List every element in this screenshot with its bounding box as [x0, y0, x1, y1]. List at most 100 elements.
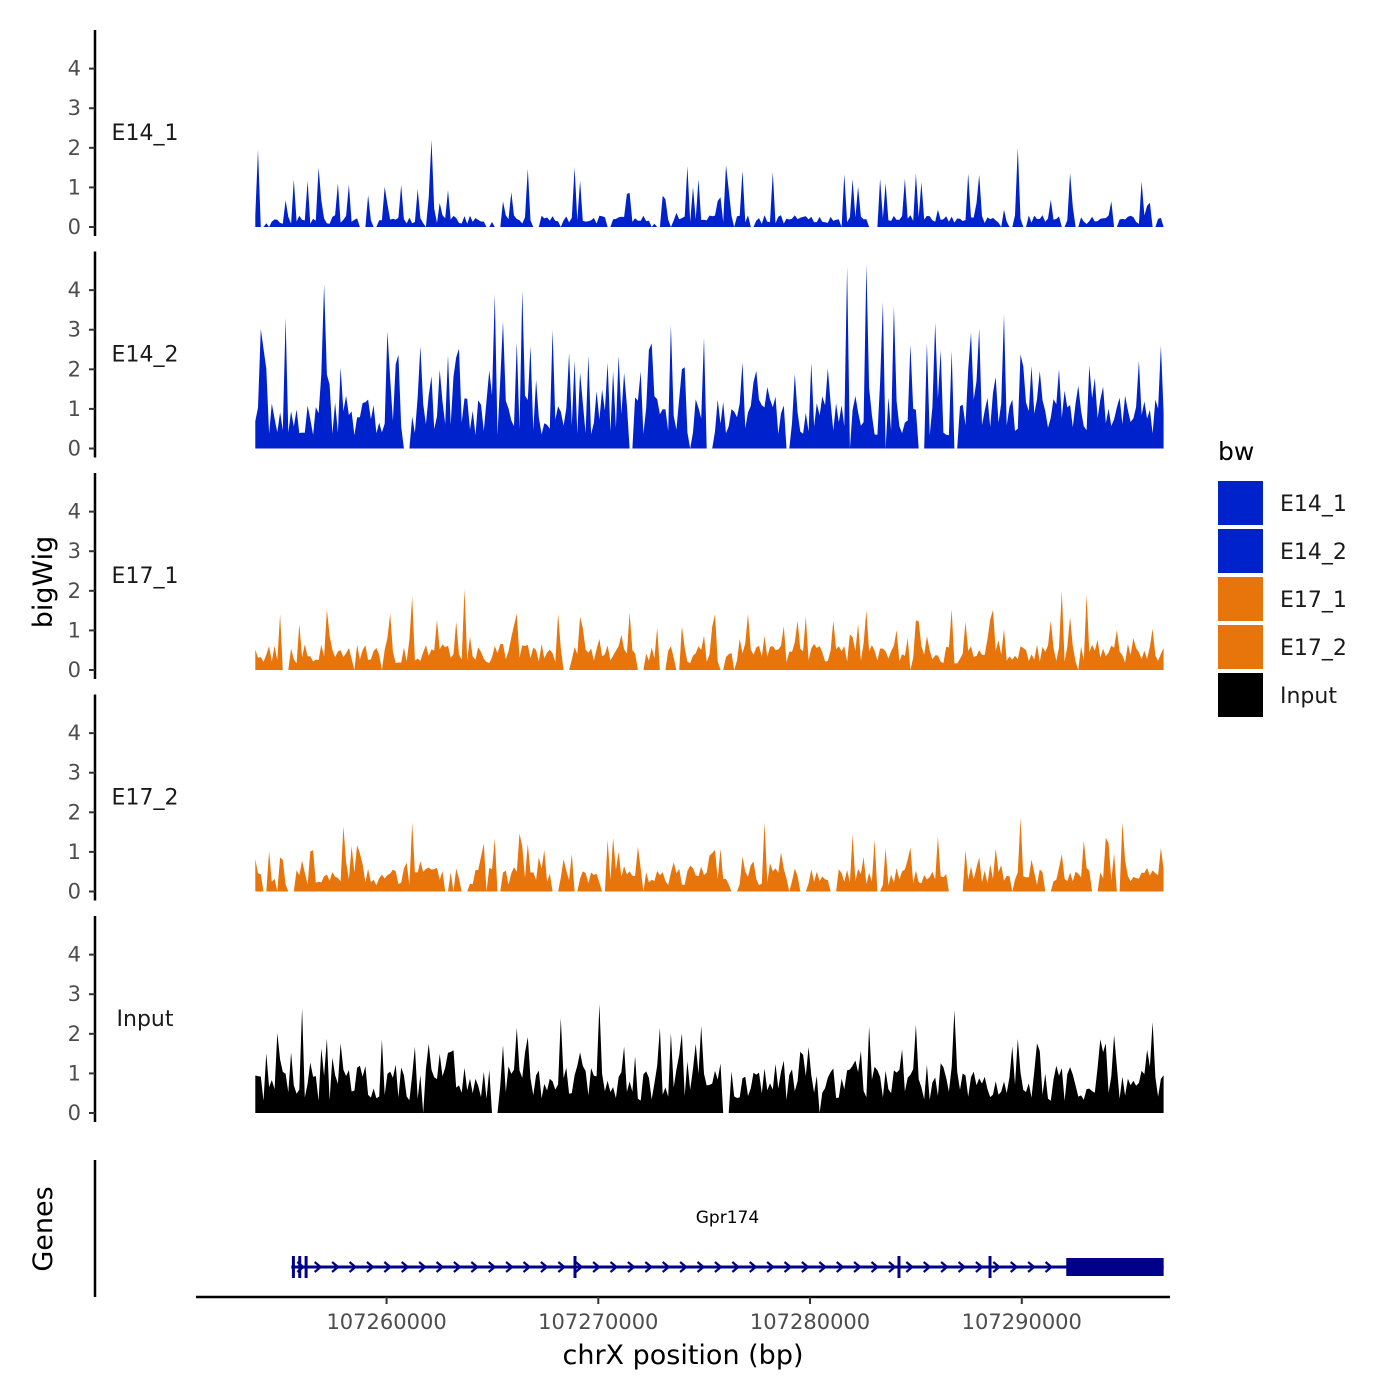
track-label: E17_1	[112, 564, 179, 589]
track-label: E17_2	[112, 785, 179, 810]
strand-arrow-icon	[661, 1261, 671, 1273]
y-tick-label: 1	[68, 1061, 81, 1085]
y-tick-label: 4	[68, 943, 81, 967]
strand-arrow-icon	[870, 1261, 880, 1273]
strand-arrow-icon	[540, 1261, 549, 1273]
strand-arrow-icon	[714, 1261, 723, 1273]
y-tick-label: 0	[68, 1101, 81, 1125]
strand-arrow-icon	[1027, 1261, 1036, 1273]
strand-arrow-icon	[331, 1261, 340, 1273]
strand-arrow-icon	[522, 1261, 532, 1273]
legend-label: Input	[1280, 684, 1337, 709]
strand-arrow-icon	[905, 1261, 915, 1273]
strand-arrow-icon	[818, 1261, 828, 1273]
gene-track-title: Genes	[28, 1186, 59, 1271]
y-axis-title: bigWig	[28, 536, 59, 629]
strand-arrows	[296, 1261, 1054, 1273]
strand-arrow-icon	[783, 1261, 793, 1273]
x-tick-label: 107290000	[962, 1310, 1082, 1334]
y-tick-label: 4	[68, 721, 81, 745]
strand-arrow-icon	[366, 1261, 375, 1273]
y-tick-label: 4	[68, 500, 81, 524]
strand-arrow-icon	[557, 1261, 567, 1273]
strand-arrow-icon	[766, 1261, 775, 1273]
y-tick-label: 3	[68, 539, 81, 563]
strand-arrow-icon	[418, 1261, 427, 1273]
y-tick-label: 1	[68, 840, 81, 864]
y-tick-label: 3	[68, 96, 81, 120]
strand-arrow-icon	[609, 1261, 619, 1273]
x-tick-label: 107260000	[326, 1310, 446, 1334]
strand-arrow-icon	[679, 1261, 688, 1273]
x-axis-title: chrX position (bp)	[562, 1340, 803, 1371]
legend-swatch-e14-1	[1218, 481, 1263, 525]
signal-area-e17-1	[255, 588, 1164, 670]
strand-arrow-icon	[470, 1261, 480, 1273]
strand-arrow-icon	[505, 1261, 514, 1273]
strand-arrow-icon	[696, 1261, 706, 1273]
y-tick-label: 3	[68, 761, 81, 785]
signal-area-e14-2	[255, 264, 1164, 449]
track-e14-1: 0 1 2 3 4 E14_1	[68, 30, 1164, 239]
track-e17-1: 0 1 2 3 4 E17_1	[68, 473, 1164, 682]
legend-label: E17_1	[1280, 588, 1347, 613]
y-tick-label: 0	[68, 880, 81, 904]
legend-swatch-e17-2	[1218, 625, 1263, 669]
strand-arrow-icon	[453, 1261, 462, 1273]
x-tick-label: 107270000	[538, 1310, 658, 1334]
strand-arrow-icon	[627, 1261, 636, 1273]
y-tick-label: 3	[68, 982, 81, 1006]
x-axis: 107260000 107270000 107280000 107290000	[196, 1295, 1170, 1334]
signal-area-e14-1	[255, 139, 1164, 227]
strand-arrow-icon	[853, 1261, 862, 1273]
gene-label: Gpr174	[696, 1208, 759, 1228]
y-tick-label: 1	[68, 618, 81, 642]
track-e17-2: 0 1 2 3 4 E17_2	[68, 694, 1164, 904]
legend-swatch-e14-2	[1218, 529, 1263, 573]
y-tick-label: 0	[68, 215, 81, 239]
legend-swatch-e17-1	[1218, 577, 1263, 621]
y-tick-label: 2	[68, 800, 81, 824]
strand-arrow-icon	[975, 1261, 984, 1273]
x-tick-label: 107280000	[750, 1310, 870, 1334]
legend-swatch-input	[1218, 673, 1263, 717]
strand-arrow-icon	[348, 1261, 358, 1273]
bigwig-tracks: 0 1 2 3 4 E14_1 0 1 2 3 4 E14_2 0 1 2 3 4 E17_1 0 1 2 3 4 E17_2…	[68, 30, 1164, 1125]
strand-arrow-icon	[1044, 1261, 1054, 1273]
strand-arrow-icon	[1009, 1261, 1019, 1273]
strand-arrow-icon	[957, 1261, 967, 1273]
signal-area-e17-2	[255, 818, 1164, 892]
y-tick-label: 2	[68, 579, 81, 603]
strand-arrow-icon	[748, 1261, 758, 1273]
legend-label: E14_1	[1280, 492, 1347, 517]
y-tick-label: 4	[68, 278, 81, 302]
strand-arrow-icon	[487, 1261, 497, 1273]
strand-arrow-icon	[922, 1261, 932, 1273]
track-label: E14_2	[112, 342, 179, 367]
legend-label: E14_2	[1280, 540, 1347, 565]
y-tick-label: 0	[68, 658, 81, 682]
y-tick-label: 1	[68, 397, 81, 421]
strand-arrow-icon	[801, 1261, 810, 1273]
strand-arrow-icon	[435, 1261, 445, 1273]
strand-arrow-icon	[992, 1261, 1002, 1273]
y-tick-label: 2	[68, 1022, 81, 1046]
strand-arrow-icon	[731, 1261, 741, 1273]
strand-arrow-icon	[592, 1261, 601, 1273]
signal-area-input	[255, 1004, 1164, 1113]
y-tick-label: 2	[68, 357, 81, 381]
strand-arrow-icon	[888, 1261, 897, 1273]
legend-title: bw	[1218, 437, 1254, 466]
strand-arrow-icon	[313, 1261, 323, 1273]
gene-track: Gpr174	[93, 1160, 1164, 1297]
legend-label: E17_2	[1280, 636, 1347, 661]
legend: bw E14_1 E14_2 E17_1 E17_2 Input	[1218, 437, 1347, 717]
strand-arrow-icon	[400, 1261, 410, 1273]
track-e14-2: 0 1 2 3 4 E14_2	[68, 251, 1164, 461]
track-label: E14_1	[112, 121, 179, 146]
strand-arrow-icon	[835, 1261, 845, 1273]
strand-arrow-icon	[644, 1261, 654, 1273]
track-input: 0 1 2 3 4 Input	[68, 916, 1164, 1125]
y-tick-label: 3	[68, 318, 81, 342]
